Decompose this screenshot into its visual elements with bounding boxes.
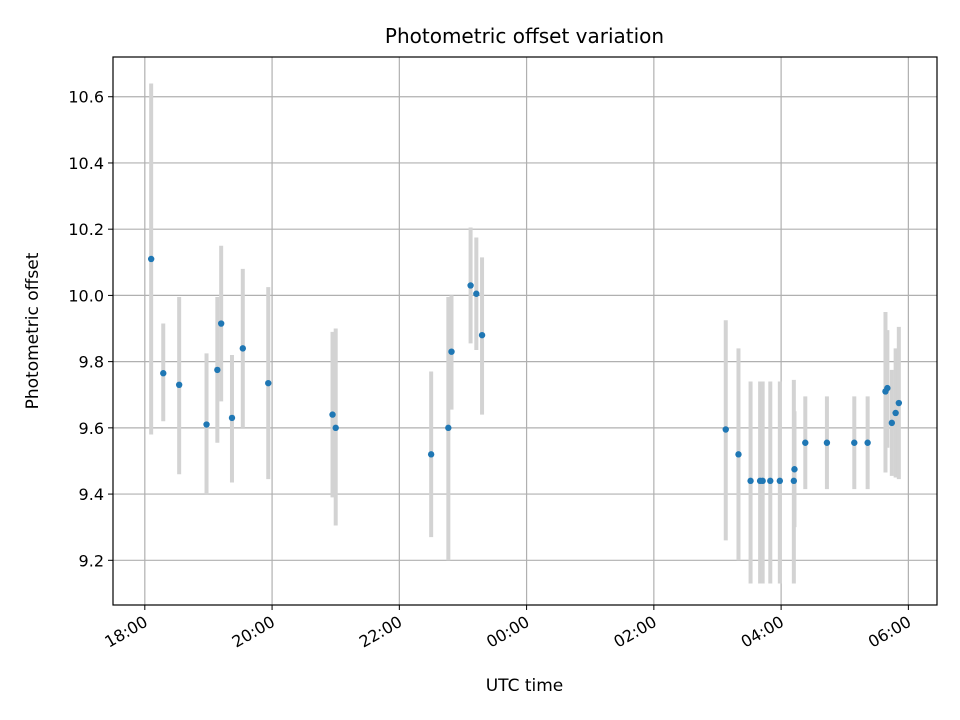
data-point xyxy=(217,320,225,327)
data-point xyxy=(802,439,809,446)
x-tick-label: 20:00 xyxy=(229,612,278,652)
grid xyxy=(113,57,937,605)
data-point xyxy=(864,439,871,446)
data-points xyxy=(147,255,903,485)
y-axis: 9.2 9.4 9.6 9.8 10.0 10.2 10.4 10.6 xyxy=(68,88,113,570)
x-tick-label: 02:00 xyxy=(610,612,659,652)
data-point xyxy=(735,451,742,458)
data-point xyxy=(329,411,336,418)
data-point xyxy=(747,477,754,485)
data-point xyxy=(776,477,784,485)
chart-title: Photometric offset variation xyxy=(385,24,664,48)
data-point xyxy=(228,414,236,422)
error-bars xyxy=(149,83,901,584)
y-tick-label: 9.2 xyxy=(79,551,104,570)
data-point xyxy=(892,409,899,417)
data-point xyxy=(823,439,831,446)
y-axis-label: Photometric offset xyxy=(23,252,43,409)
data-point xyxy=(473,290,480,297)
x-tick-label: 00:00 xyxy=(483,612,532,652)
y-tick-label: 10.4 xyxy=(68,154,104,173)
y-tick-label: 10.2 xyxy=(68,220,104,239)
data-point xyxy=(895,399,903,407)
plot-frame xyxy=(112,56,938,606)
data-point xyxy=(265,379,272,387)
y-tick-label: 10.0 xyxy=(68,286,104,305)
data-point xyxy=(884,384,891,392)
y-tick-label: 9.6 xyxy=(79,419,104,438)
y-tick-label: 10.6 xyxy=(68,88,104,107)
data-point xyxy=(478,331,486,339)
data-point xyxy=(214,366,221,374)
x-tick-label: 04:00 xyxy=(738,612,787,652)
data-point xyxy=(759,477,766,485)
data-point xyxy=(767,477,774,485)
x-tick-label: 06:00 xyxy=(865,612,914,652)
x-axis: 18:00 20:00 22:00 00:00 02:00 04:00 06:00 xyxy=(101,605,914,652)
data-point xyxy=(160,370,167,377)
data-point xyxy=(427,451,435,458)
data-point xyxy=(147,255,155,263)
data-point xyxy=(175,381,183,389)
x-tick-label: 18:00 xyxy=(101,612,150,652)
data-point xyxy=(203,421,210,428)
y-tick-label: 9.4 xyxy=(79,485,104,504)
data-point xyxy=(445,424,452,432)
data-point xyxy=(722,426,729,433)
data-point xyxy=(790,477,798,485)
data-point xyxy=(467,282,474,289)
data-point xyxy=(239,345,247,352)
data-point xyxy=(851,439,858,446)
data-point xyxy=(332,424,339,432)
data-point xyxy=(448,348,455,355)
x-axis-label: UTC time xyxy=(486,676,564,696)
data-point xyxy=(888,419,896,427)
y-tick-label: 9.8 xyxy=(79,353,104,372)
x-tick-label: 22:00 xyxy=(356,612,405,652)
data-point xyxy=(791,466,798,473)
